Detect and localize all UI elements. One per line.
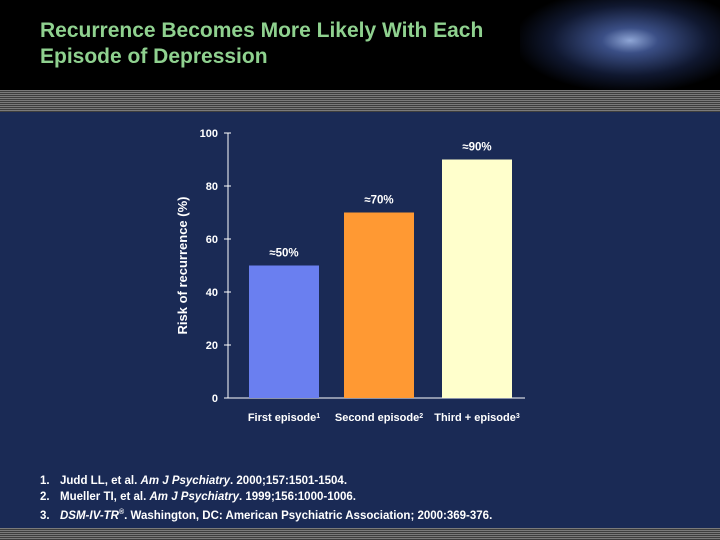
x-tick-label: First episode1 [248,412,320,424]
y-tick-label: 0 [212,393,218,405]
reference-text: . 2000;157:1501-1504. [230,475,348,487]
references-list: 1. Judd LL, et al. Am J Psychiatry. 2000;… [40,473,700,524]
reference-text: Am J Psychiatry [140,475,231,487]
reference-text: ® [118,509,125,516]
bar [249,265,319,398]
reference-item: 2. Mueller TI, et al. Am J Psychiatry. 19… [40,489,700,505]
y-axis-label: Risk of recurrence (%) [175,197,190,335]
reference-text: Judd LL, et al. [60,475,141,487]
x-tick-label: Third + episode3 [434,412,520,424]
y-tick-label: 80 [206,181,218,193]
bar-value-label: ≈50% [269,248,298,260]
reference-text: . 1999;156:1000-1006. [238,491,356,503]
reference-text: Am J Psychiatry [149,491,239,503]
reference-text: DSM-IV-TR [60,509,119,522]
footer-divider-stripe [0,528,720,540]
reference-text: Mueller TI, et al. [60,491,150,503]
x-tick-label: Second episode2 [335,412,423,424]
reference-number: 2. [40,491,50,503]
neuron-image [520,0,720,90]
bar-value-label: ≈70% [364,195,393,207]
header-divider-stripe [0,90,720,112]
reference-item: 1. Judd LL, et al. Am J Psychiatry. 2000;… [40,473,700,489]
reference-item: 3. DSM-IV-TR®. Washington, DC: American P… [40,505,700,524]
reference-text: . Washington, DC: American Psychiatric A… [124,509,493,522]
bar [344,212,414,398]
bar-value-label: ≈90% [462,142,491,154]
y-tick-label: 20 [206,340,218,352]
reference-number: 3. [40,509,50,522]
slide-header: Recurrence Becomes More Likely With Each… [0,0,720,90]
reference-number: 1. [40,475,50,487]
slide-title: Recurrence Becomes More Likely With Each… [40,19,484,68]
y-tick-label: 100 [200,128,218,140]
y-tick-label: 40 [206,287,218,299]
bar [442,159,512,398]
y-tick-label: 60 [206,234,218,246]
